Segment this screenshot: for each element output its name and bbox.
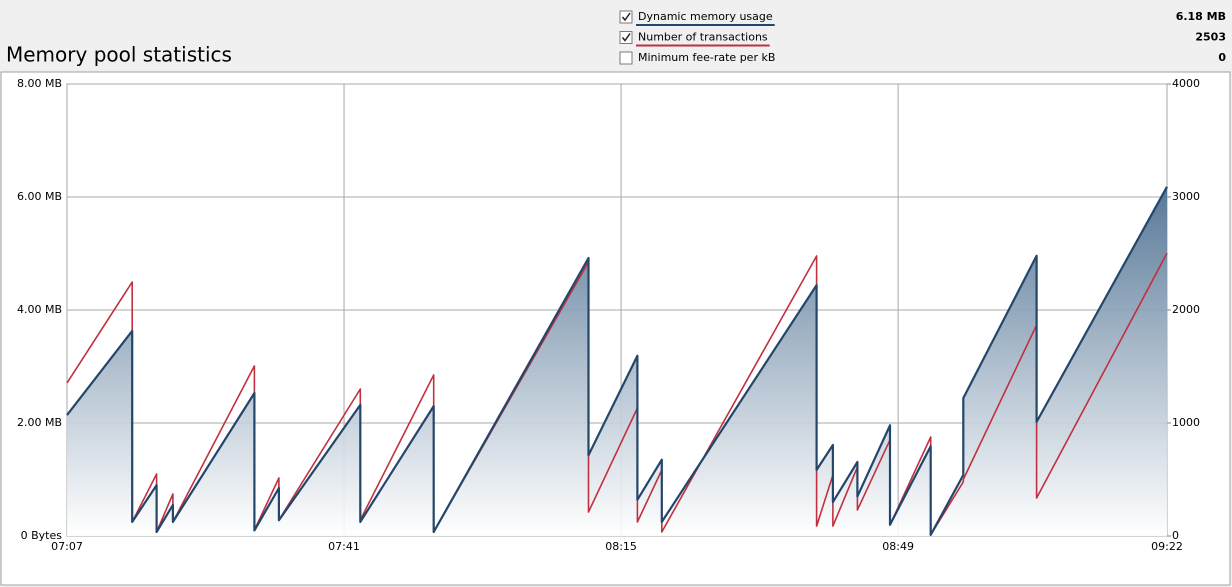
y2-tick-label: 1000 xyxy=(1172,416,1200,429)
y-tick-label: 8.00 MB xyxy=(17,77,62,90)
x-tick-label: 09:22 xyxy=(1151,540,1183,553)
legend-label: Dynamic memory usage xyxy=(638,10,773,23)
y2-tick-label: 4000 xyxy=(1172,77,1200,90)
chart-title: Memory pool statistics xyxy=(6,43,232,67)
checkbox[interactable] xyxy=(619,10,633,24)
x-tick-label: 08:49 xyxy=(882,540,914,553)
y-tick-label: 4.00 MB xyxy=(17,303,62,316)
legend-readout: 6.18 MB xyxy=(1176,10,1226,23)
y2-tick-label: 0 xyxy=(1172,529,1179,542)
legend-label: Number of transactions xyxy=(638,31,768,44)
y-tick-label: 0 Bytes xyxy=(21,529,63,542)
y-tick-label: 2.00 MB xyxy=(17,416,62,429)
x-tick-label: 08:15 xyxy=(605,540,637,553)
x-tick-label: 07:41 xyxy=(328,540,360,553)
legend-readout: 2503 xyxy=(1195,31,1226,44)
check-mark xyxy=(621,12,631,22)
x-tick-label: 07:07 xyxy=(51,540,83,553)
checkbox[interactable] xyxy=(619,31,633,44)
y2-tick-label: 2000 xyxy=(1172,303,1200,316)
legend-label: Minimum fee-rate per kB xyxy=(638,51,775,64)
legend-readout: 0 xyxy=(1218,51,1226,64)
area xyxy=(67,186,1167,537)
check-mark xyxy=(621,33,631,42)
checkbox[interactable] xyxy=(619,51,633,65)
y-tick-label: 6.00 MB xyxy=(17,190,62,203)
line xyxy=(66,186,1168,536)
y2-tick-label: 3000 xyxy=(1172,190,1200,203)
